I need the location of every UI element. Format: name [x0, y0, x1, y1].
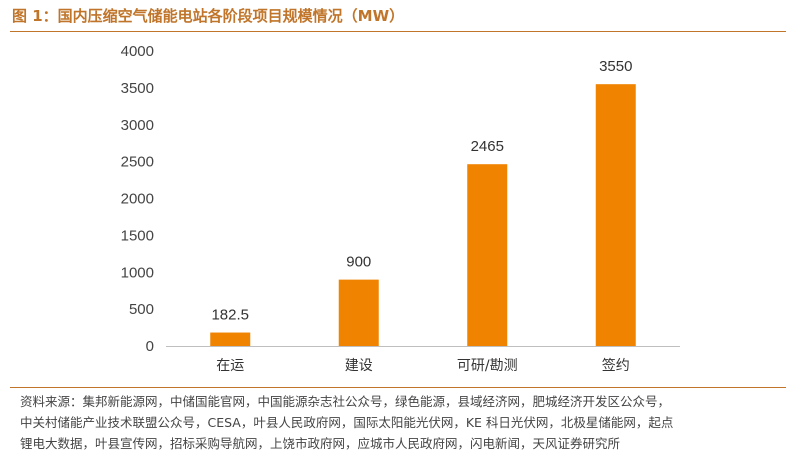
data-labels: 182.5 900 2465 3550: [211, 58, 632, 323]
y-tick-label: 1000: [121, 264, 154, 281]
title-divider: [10, 31, 786, 32]
source-line: 中关村储能产业技术联盟公众号，CESA，叶县人民政府网，国际太阳能光伏网，KE …: [20, 415, 674, 430]
y-tick-label: 3500: [121, 80, 154, 97]
x-tick-label: 在运: [216, 358, 244, 374]
source-line: 资料来源：集邦新能源网，中储国能官网，中国能源杂志社公众号，绿色能源，县域经济网…: [20, 394, 671, 409]
bar: [210, 332, 251, 346]
y-tick-label: 2500: [121, 154, 154, 171]
y-tick-label: 4000: [121, 43, 154, 60]
x-tick-label: 建设: [345, 358, 373, 374]
x-tick-label: 签约: [602, 357, 630, 374]
y-tick-label: 2000: [121, 191, 154, 208]
y-axis: 0 500 1000 1500 2000 2500 3000 3500 4000: [121, 43, 154, 355]
source-note: 资料来源：集邦新能源网，中储国能官网，中国能源杂志社公众号，绿色能源，县域经济网…: [20, 391, 790, 454]
y-tick-label: 1500: [121, 227, 154, 244]
x-axis: 在运 建设 可研/勘测 签约: [166, 346, 680, 374]
x-tick-label: 可研/勘测: [457, 358, 518, 374]
data-label: 900: [346, 254, 371, 271]
source-line: 锂电大数据，叶县宣传网，招标采购导航网，上饶市政府网，应城市人民政府网，闪电新闻…: [20, 436, 621, 451]
bar: [467, 164, 508, 346]
y-tick-label: 3000: [121, 117, 154, 134]
bar: [338, 279, 379, 346]
figure-title: 图 1：国内压缩空气储能电站各阶段项目规模情况（MW）: [12, 7, 405, 25]
data-label: 182.5: [211, 307, 249, 324]
bars: [210, 84, 636, 346]
y-tick-label: 500: [129, 301, 154, 318]
y-tick-label: 0: [146, 338, 154, 355]
data-label: 3550: [599, 58, 632, 75]
bar: [595, 84, 636, 346]
data-label: 2465: [471, 138, 504, 155]
bar-chart: 0 500 1000 1500 2000 2500 3000 3500 4000 在运 建设 可研/…: [121, 43, 680, 374]
source-divider: [10, 387, 786, 388]
